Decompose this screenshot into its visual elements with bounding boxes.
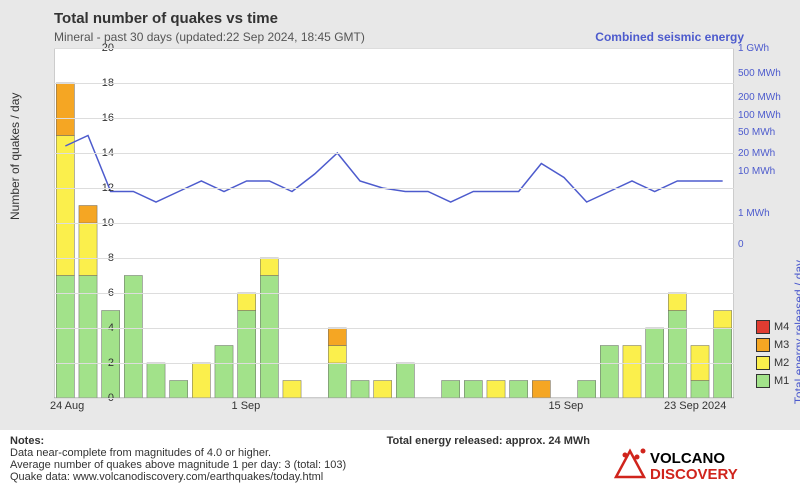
bar-segment-m2 — [56, 136, 74, 276]
bar-segment-m1 — [238, 311, 256, 399]
bar-segment-m2 — [283, 381, 301, 399]
logo-svg: VOLCANO DISCOVERY — [610, 445, 790, 485]
gridline — [54, 293, 734, 294]
y-right-label: Total energy released / day — [792, 260, 800, 404]
bar-segment-m2 — [260, 258, 278, 276]
bar-segment-m1 — [396, 363, 414, 398]
gridline — [54, 188, 734, 189]
bar-segment-m3 — [532, 381, 550, 399]
bar-segment-m3 — [328, 328, 346, 346]
bar-segment-m1 — [442, 381, 460, 399]
logo-text-2: DISCOVERY — [650, 466, 738, 483]
y-right-tick: 500 MWh — [738, 68, 781, 79]
gridline — [54, 363, 734, 364]
bar-segment-m1 — [147, 363, 165, 398]
chart-frame: Total number of quakes vs time Mineral -… — [0, 0, 800, 430]
bar-segment-m2 — [328, 346, 346, 364]
y-right-tick: 20 MWh — [738, 148, 775, 159]
logo: VOLCANO DISCOVERY — [610, 445, 790, 490]
notes-title: Notes: — [10, 435, 346, 447]
y-left-label: Number of quakes / day — [8, 93, 22, 220]
notes-line-1: Data near-complete from magnitudes of 4.… — [10, 447, 346, 459]
bar-segment-m2 — [487, 381, 505, 399]
bar-segment-m2 — [238, 293, 256, 311]
bar-segment-m1 — [170, 381, 188, 399]
gridline — [54, 118, 734, 119]
gridline — [54, 223, 734, 224]
legend-label: M2 — [774, 357, 789, 369]
y-right-tick: 1 GWh — [738, 43, 769, 54]
bar-segment-m2 — [79, 223, 97, 276]
legend-label: M3 — [774, 339, 789, 351]
x-tick: 15 Sep — [548, 400, 583, 412]
bar-segment-m1 — [510, 381, 528, 399]
bar-segment-m3 — [56, 83, 74, 136]
bar-segment-m2 — [623, 346, 641, 399]
energy-line — [65, 136, 722, 203]
bar-segment-m2 — [374, 381, 392, 399]
bar-segment-m1 — [328, 363, 346, 398]
gridline — [54, 398, 734, 399]
bar-segment-m1 — [691, 381, 709, 399]
x-tick: 23 Sep 2024 — [664, 400, 726, 412]
y-right-tick: 100 MWh — [738, 110, 781, 121]
notes-line-2: Average number of quakes above magnitude… — [10, 459, 346, 471]
gridline — [54, 153, 734, 154]
bar-segment-m1 — [578, 381, 596, 399]
bar-segment-m1 — [351, 381, 369, 399]
bar-segment-m2 — [668, 293, 686, 311]
notes-line-3: Quake data: www.volcanodiscovery.com/ear… — [10, 471, 346, 483]
legend-label: M4 — [774, 321, 789, 333]
y-right-tick: 0 — [738, 239, 744, 250]
bar-segment-m1 — [215, 346, 233, 399]
x-tick: 1 Sep — [232, 400, 261, 412]
right-axis-title: Combined seismic energy — [595, 30, 744, 44]
y-right-tick: 50 MWh — [738, 127, 775, 138]
bar-segment-m1 — [668, 311, 686, 399]
chart-title: Total number of quakes vs time — [54, 10, 278, 27]
legend-swatch — [756, 320, 770, 334]
logo-text-1: VOLCANO — [650, 450, 725, 467]
bar-segment-m1 — [600, 346, 618, 399]
y-right-tick: 10 MWh — [738, 166, 775, 177]
y-right-tick: 200 MWh — [738, 92, 781, 103]
legend-swatch — [756, 356, 770, 370]
bar-segment-m2 — [714, 311, 732, 329]
y-right-tick: 1 MWh — [738, 208, 770, 219]
gridline — [54, 83, 734, 84]
total-energy-text: Total energy released: approx. 24 MWh — [387, 435, 590, 447]
gridline — [54, 258, 734, 259]
legend-swatch — [756, 374, 770, 388]
legend-label: M1 — [774, 375, 789, 387]
bar-segment-m1 — [464, 381, 482, 399]
legend-swatch — [756, 338, 770, 352]
bar-segment-m2 — [192, 363, 210, 398]
x-tick: 24 Aug — [50, 400, 84, 412]
notes-block: Notes: Data near-complete from magnitude… — [10, 435, 346, 483]
gridline — [54, 328, 734, 329]
gridline — [54, 48, 734, 49]
